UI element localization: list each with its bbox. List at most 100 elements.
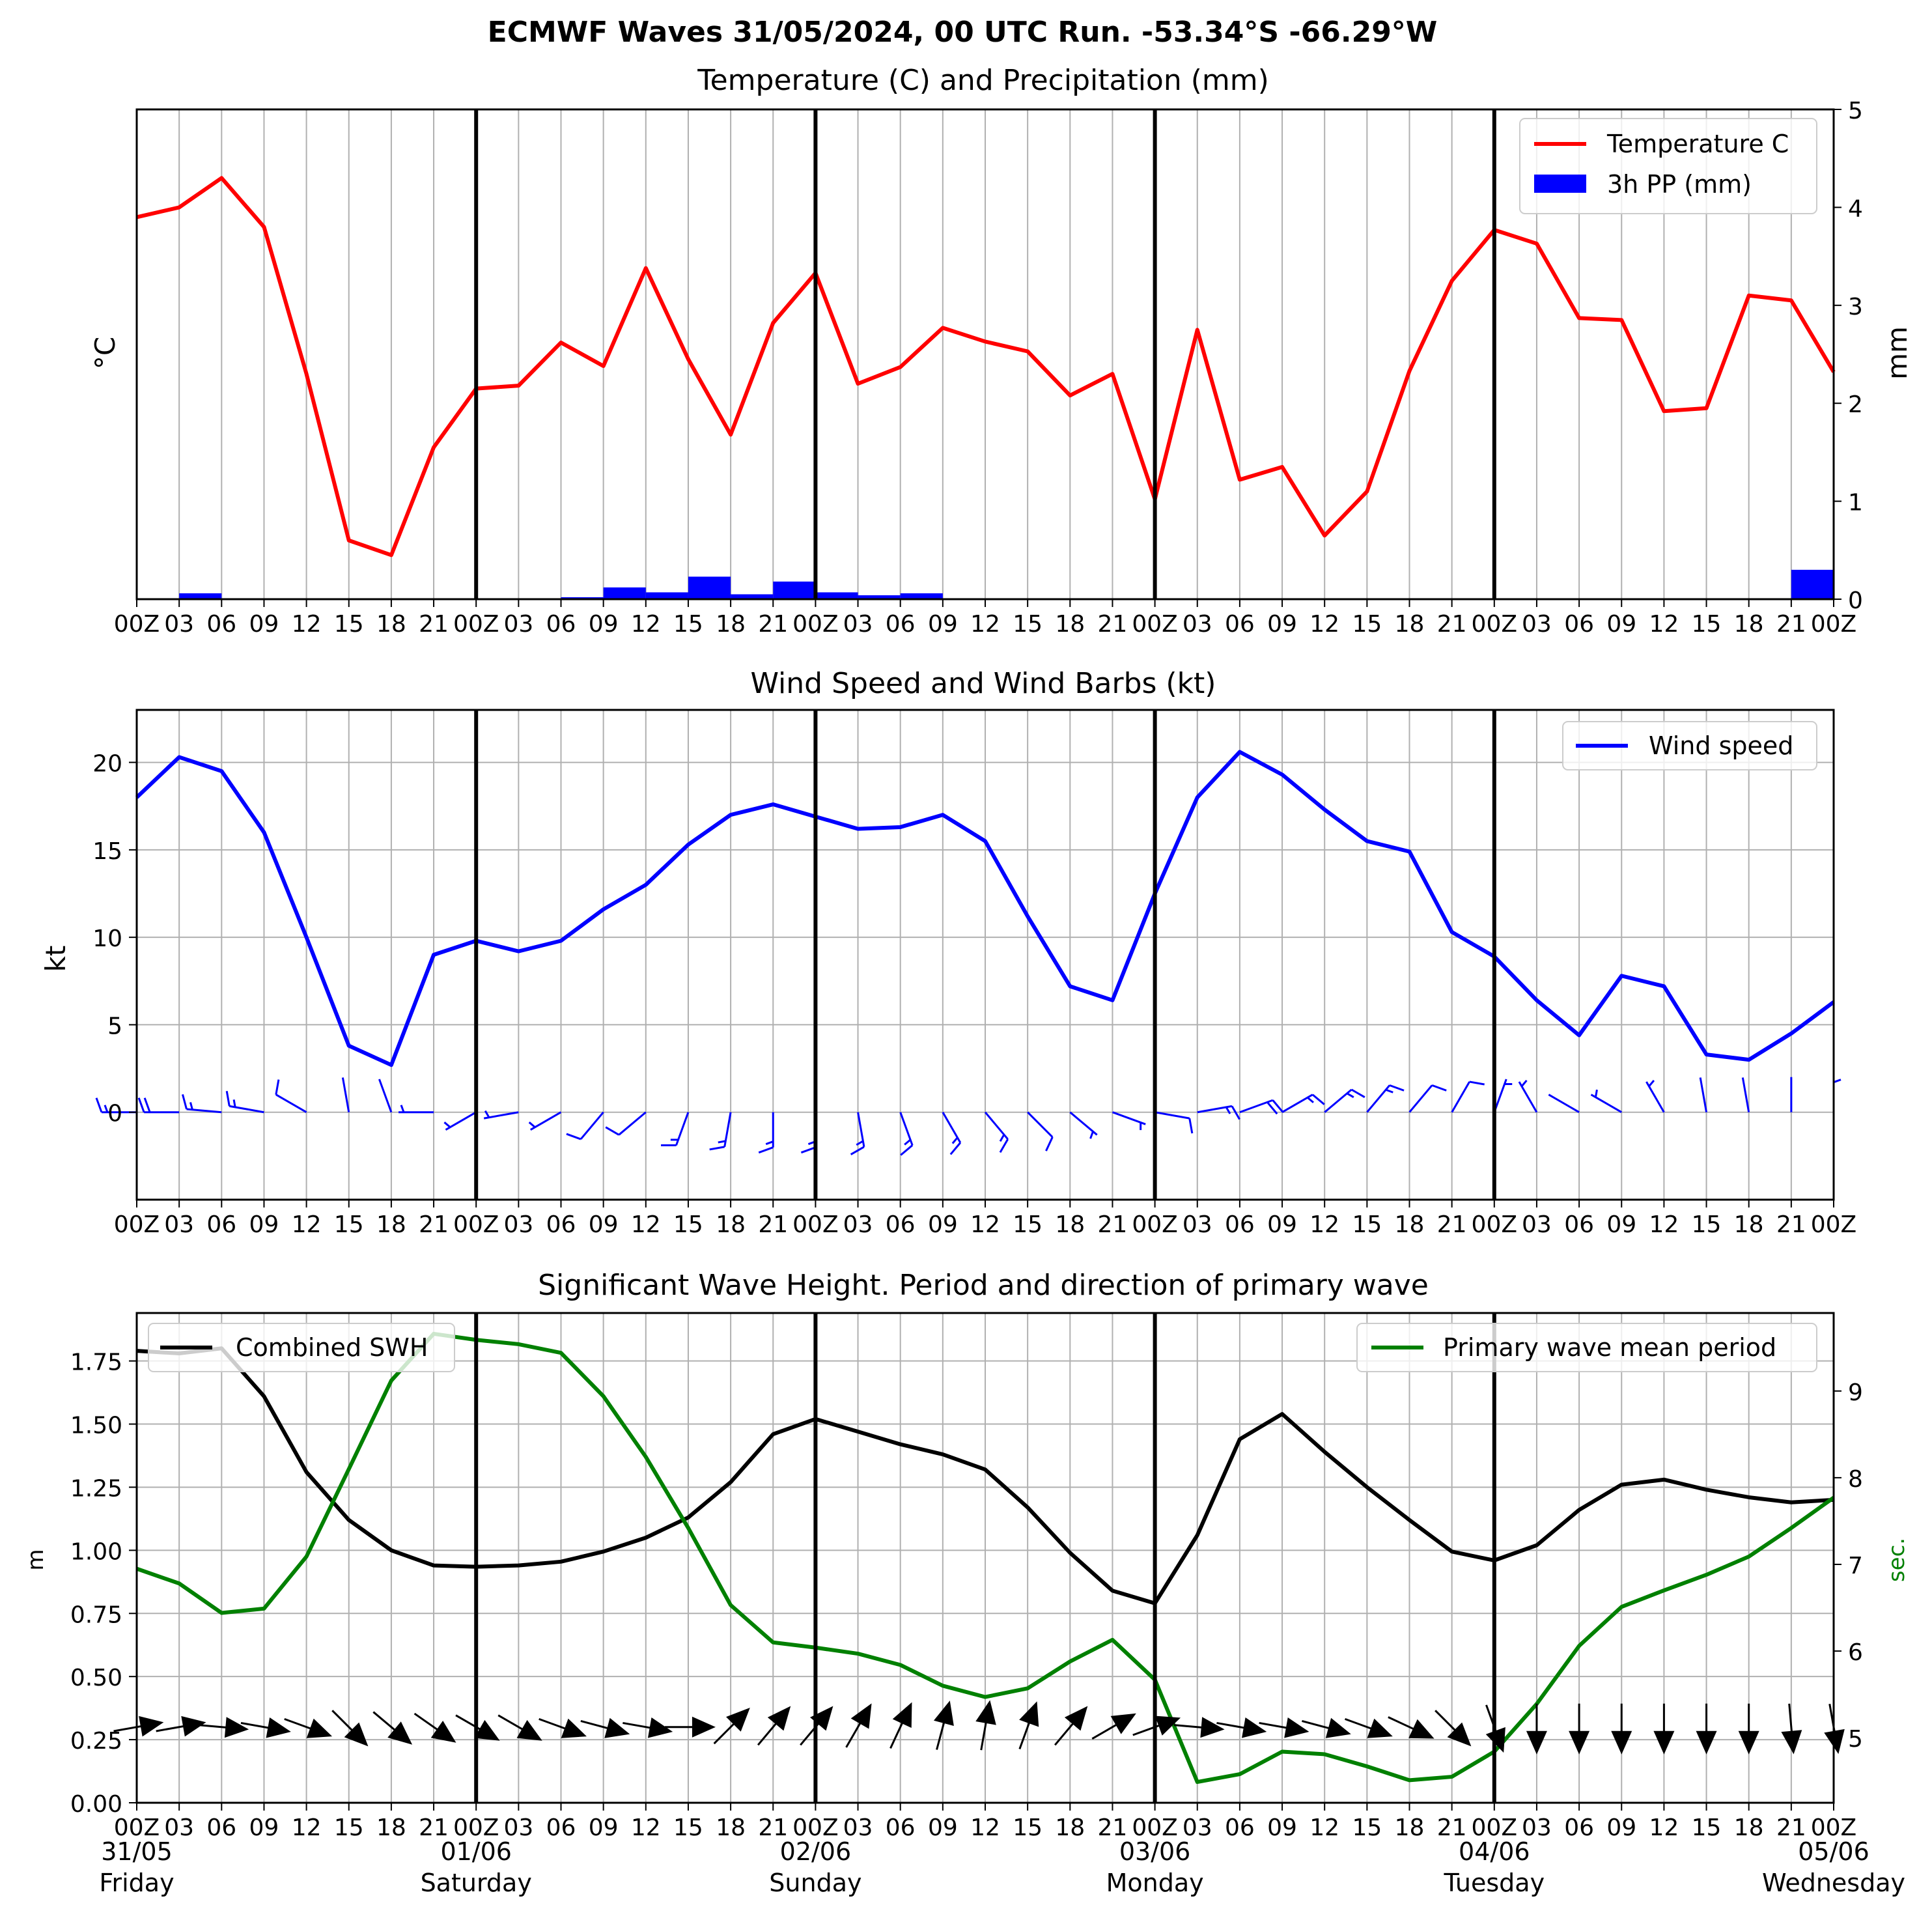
p3-wave-direction-arrow xyxy=(284,1717,333,1738)
panel3-title: Significant Wave Height. Period and dire… xyxy=(538,1269,1429,1302)
p1-right-tick-label: 3 xyxy=(1848,294,1863,320)
p3-arrow-head xyxy=(1110,1713,1136,1734)
p3-wave-direction-arrow xyxy=(1345,1717,1393,1738)
p2-barb-flag xyxy=(1311,1094,1325,1105)
p2-barb-shaft xyxy=(529,1111,562,1131)
p3-left-tick-label: 0.75 xyxy=(70,1602,122,1628)
x-tick-label: 15 xyxy=(1352,611,1382,638)
p3-arrow-head xyxy=(344,1722,369,1747)
p3-wave-direction-arrow xyxy=(580,1717,630,1738)
p2-barb-shaft xyxy=(1699,1077,1708,1112)
p2-barb-half-flag xyxy=(1648,1079,1655,1087)
p2-wind-barb xyxy=(1112,1111,1146,1131)
x-tick-label: 21 xyxy=(1437,1211,1467,1238)
p3-day-date-label: 02/06 xyxy=(780,1837,852,1866)
x-tick-label: 18 xyxy=(1055,1211,1085,1238)
p2-barb-shaft xyxy=(618,1111,647,1136)
p3-left-tick-label: 1.50 xyxy=(70,1413,122,1439)
p3-arrow-head xyxy=(387,1721,413,1745)
p3-wave-direction-arrow xyxy=(156,1715,206,1737)
p3-wave-direction-arrow xyxy=(497,1714,542,1741)
x-tick-label: 00Z xyxy=(1811,1814,1856,1841)
p2-barb-half-flag xyxy=(1594,1089,1598,1097)
x-tick-label: 00Z xyxy=(1132,611,1177,638)
legend-swh: Combined SWH xyxy=(148,1323,455,1372)
p3-wave-direction-arrow xyxy=(1216,1717,1267,1738)
p2-wind-barb xyxy=(661,1112,690,1146)
p2-wind-barb xyxy=(1493,1079,1513,1113)
p3-wave-direction-arrow xyxy=(889,1702,912,1749)
x-tick-label: 15 xyxy=(1352,1814,1382,1841)
p2-barb-shaft xyxy=(1324,1088,1352,1113)
p3-arrow-head xyxy=(1242,1717,1267,1738)
p2-barb-shaft xyxy=(1027,1111,1054,1138)
p2-left-tick-label: 0 xyxy=(107,1101,122,1127)
x-tick-label: 18 xyxy=(1734,1814,1764,1841)
p2-wind-barb xyxy=(182,1094,222,1114)
p2-barb-flag xyxy=(709,1146,725,1151)
x-tick-label: 00Z xyxy=(792,1814,838,1841)
p3-wave-direction-arrow xyxy=(623,1717,673,1738)
p2-wind-barb xyxy=(1741,1077,1750,1112)
p3-arrow-head xyxy=(1569,1730,1590,1755)
x-tick-label: 00Z xyxy=(1811,1211,1856,1238)
p2-barb-shaft xyxy=(1548,1094,1580,1114)
p3-wave-direction-arrow xyxy=(1388,1716,1435,1739)
x-tick-label: 06 xyxy=(546,1211,576,1238)
p3-arrow-head xyxy=(604,1717,630,1738)
x-tick-label: 03 xyxy=(843,611,873,638)
p2-barb-shaft xyxy=(341,1077,350,1112)
p2-wind-barb xyxy=(942,1111,962,1155)
p3-arrow-head xyxy=(692,1716,716,1738)
p2-wind-barb xyxy=(483,1110,519,1120)
p3-wave-direction-arrow xyxy=(1569,1703,1590,1755)
p1-right-tick-label: 5 xyxy=(1848,98,1863,124)
x-tick-label: 12 xyxy=(292,1211,322,1238)
p2-barb-half-flag xyxy=(1225,1107,1231,1114)
p3-arrow-head xyxy=(561,1718,587,1738)
x-tick-label: 21 xyxy=(758,1814,788,1841)
p3-arrow-head xyxy=(1408,1719,1435,1739)
p2-wind-barb xyxy=(850,1112,865,1155)
p2-wind-barb xyxy=(1069,1111,1098,1139)
p3-day-name-label: Friday xyxy=(99,1869,174,1897)
x-tick-label: 18 xyxy=(1395,1814,1425,1841)
p2-wind-barb xyxy=(399,1105,434,1114)
x-tick-label: 09 xyxy=(1606,1814,1636,1841)
x-tick-label: 12 xyxy=(292,1814,322,1841)
p3-left-tick-label: 0.50 xyxy=(70,1665,122,1691)
p3-day-name-label: Sunday xyxy=(769,1869,861,1897)
x-tick-label: 21 xyxy=(419,1814,449,1841)
p3-arrow-head xyxy=(224,1717,249,1738)
p2-barb-flag xyxy=(1272,1099,1283,1113)
p2-barb-half-flag xyxy=(999,1134,1005,1142)
p2-left-tick-label: 15 xyxy=(92,838,122,865)
p2-barb-shaft xyxy=(275,1094,307,1114)
p2-wind-barb xyxy=(378,1079,393,1113)
x-tick-label: 09 xyxy=(589,611,619,638)
p2-barb-shaft xyxy=(1069,1111,1098,1136)
p2-barb-half-flag xyxy=(1385,1088,1393,1094)
x-tick-label: 03 xyxy=(1183,611,1212,638)
x-tick-label: 18 xyxy=(716,1211,746,1238)
p2-barb-flag xyxy=(850,1146,865,1155)
legend-label-temperature: Temperature C xyxy=(1606,130,1789,158)
p1-precip-bar xyxy=(858,595,901,599)
p3-arrow-head xyxy=(516,1719,542,1741)
x-tick-label: 21 xyxy=(1437,611,1467,638)
p2-barb-half-flag xyxy=(443,1122,451,1128)
p3-wave-direction-arrow xyxy=(845,1703,872,1748)
x-tick-label: 09 xyxy=(1606,1211,1636,1238)
p2-barb-flag xyxy=(182,1094,188,1110)
p2-barb-flag xyxy=(275,1079,280,1095)
legend-box-2 xyxy=(1562,721,1817,770)
p2-barb-half-flag xyxy=(1833,1079,1841,1084)
legend-label-wind: Wind speed xyxy=(1649,731,1793,760)
p2-barb-flag xyxy=(800,1146,816,1154)
p3-wave-direction-arrow xyxy=(1696,1703,1717,1755)
p2-wind-barb xyxy=(225,1091,264,1114)
legend-temperature: Temperature C 3h PP (mm) xyxy=(1519,118,1817,214)
x-tick-label: 15 xyxy=(1013,1211,1043,1238)
p3-swh-line xyxy=(136,1346,1834,1605)
x-tick-label: 12 xyxy=(631,1211,661,1238)
